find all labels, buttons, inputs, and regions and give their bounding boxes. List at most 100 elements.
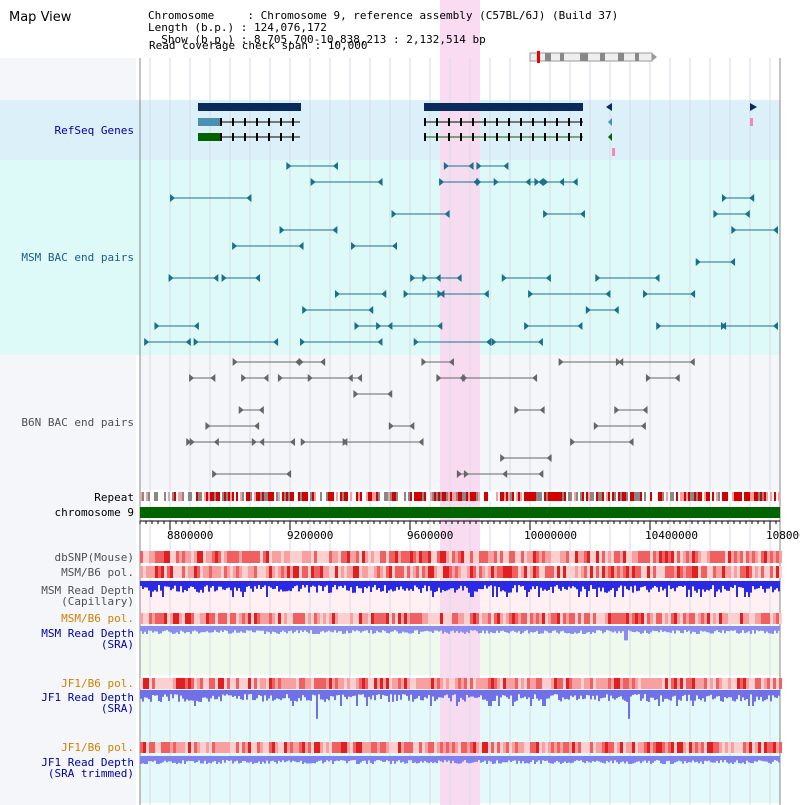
depth-bar xyxy=(528,690,530,698)
repeat-mark xyxy=(714,492,716,501)
heat-cell xyxy=(770,742,773,753)
depth-bar xyxy=(516,581,518,593)
depth-bar xyxy=(778,626,780,631)
heat-cell xyxy=(362,613,365,624)
heat-cell xyxy=(215,613,218,624)
bac-end xyxy=(263,374,269,382)
depth-bar xyxy=(358,690,360,695)
depth-bar xyxy=(770,581,772,587)
depth-bar xyxy=(584,756,586,764)
heat-cell xyxy=(203,613,206,624)
heat-cell xyxy=(566,551,569,563)
heat-cell xyxy=(311,551,314,563)
heat-cell xyxy=(170,613,173,624)
depth-bar xyxy=(310,690,312,701)
depth-bar xyxy=(602,756,604,763)
track-label-chromosome[interactable]: chromosome 9 xyxy=(54,506,134,519)
heat-cell xyxy=(446,613,449,624)
heat-cell xyxy=(287,551,290,563)
depth-bar xyxy=(216,756,218,764)
track-label-msm-pol-2[interactable]: MSM/B6 pol. xyxy=(61,612,134,625)
depth-bar xyxy=(372,581,374,588)
track-label-msm-bac[interactable]: MSM BAC end pairs xyxy=(21,251,134,264)
track-label-msm-depth-cap[interactable]: MSM Read Depth (Capillary) xyxy=(41,585,134,607)
track-label-msm-depth-sra[interactable]: MSM Read Depth (SRA) xyxy=(41,628,134,650)
heat-cell xyxy=(626,566,629,578)
depth-bar xyxy=(746,756,748,761)
heat-cell xyxy=(731,613,734,624)
depth-bar xyxy=(692,756,694,761)
depth-bar xyxy=(668,626,670,633)
depth-bar xyxy=(262,581,264,588)
depth-bar xyxy=(380,690,382,700)
heat-cell xyxy=(194,551,197,563)
heat-cell xyxy=(251,566,254,578)
heat-cell xyxy=(611,566,614,578)
repeat-mark xyxy=(428,492,430,501)
repeat-mark xyxy=(386,492,388,501)
heat-cell xyxy=(410,566,413,578)
heat-cell xyxy=(497,551,500,563)
depth-bar xyxy=(162,626,164,632)
heat-cell xyxy=(257,551,260,563)
depth-bar xyxy=(590,690,592,700)
depth-bar xyxy=(738,626,740,634)
depth-bar xyxy=(538,690,540,701)
track-label-msm-pol[interactable]: MSM/B6 pol. xyxy=(61,566,134,579)
heat-cell xyxy=(731,678,734,689)
heat-cell xyxy=(488,678,491,689)
track-label-jf1-depth-sra[interactable]: JF1 Read Depth (SRA) xyxy=(41,692,134,714)
depth-bar xyxy=(602,626,604,634)
heat-cell xyxy=(635,613,638,624)
depth-bar xyxy=(692,690,694,706)
heat-cell xyxy=(365,742,368,753)
depth-bar xyxy=(476,626,478,632)
depth-bar xyxy=(494,690,496,701)
heat-cell xyxy=(512,566,515,578)
heat-cell xyxy=(710,613,713,624)
heat-cell xyxy=(731,742,734,753)
track-label-refseq[interactable]: RefSeq Genes xyxy=(54,124,134,137)
track-label-dbsnp[interactable]: dbSNP(Mouse) xyxy=(54,551,134,564)
depth-bar xyxy=(542,690,544,706)
heat-cell xyxy=(191,742,194,753)
repeat-mark xyxy=(434,492,436,501)
depth-bar xyxy=(344,756,346,761)
track-label-jf1-pol-2[interactable]: JF1/B6 pol. xyxy=(61,741,134,754)
bac-end xyxy=(448,358,454,366)
depth-bar xyxy=(642,690,644,699)
track-label-jf1-pol[interactable]: JF1/B6 pol. xyxy=(61,677,134,690)
depth-bar xyxy=(488,581,490,587)
bac-end xyxy=(695,258,701,266)
heat-cell xyxy=(524,742,527,753)
bac-end xyxy=(144,338,150,346)
depth-bar xyxy=(594,690,596,700)
depth-bar xyxy=(656,756,658,761)
depth-bar xyxy=(150,756,152,762)
heat-cell xyxy=(734,742,737,753)
depth-bar xyxy=(764,690,766,701)
depth-bar xyxy=(684,626,686,631)
depth-bar xyxy=(210,581,212,588)
track-label-jf1-depth-trim[interactable]: JF1 Read Depth (SRA trimmed) xyxy=(41,757,134,779)
bac-end xyxy=(593,422,599,430)
bac-end xyxy=(528,290,534,298)
heat-cell xyxy=(728,678,731,689)
depth-bar xyxy=(366,690,368,706)
heat-cell xyxy=(371,678,374,689)
track-label-repeat[interactable]: Repeat xyxy=(94,491,134,504)
heat-cell xyxy=(422,678,425,689)
repeat-mark xyxy=(158,492,160,501)
depth-bar xyxy=(558,756,560,763)
track-label-b6n-bac[interactable]: B6N BAC end pairs xyxy=(21,416,134,429)
depth-bar xyxy=(178,626,180,634)
depth-bar xyxy=(420,626,422,632)
heat-cell xyxy=(704,613,707,624)
depth-bar xyxy=(724,626,726,634)
heat-cell xyxy=(605,678,608,689)
depth-bar xyxy=(622,690,624,700)
heat-cell xyxy=(164,742,167,753)
heat-cell xyxy=(707,551,710,563)
depth-bar xyxy=(174,690,176,695)
